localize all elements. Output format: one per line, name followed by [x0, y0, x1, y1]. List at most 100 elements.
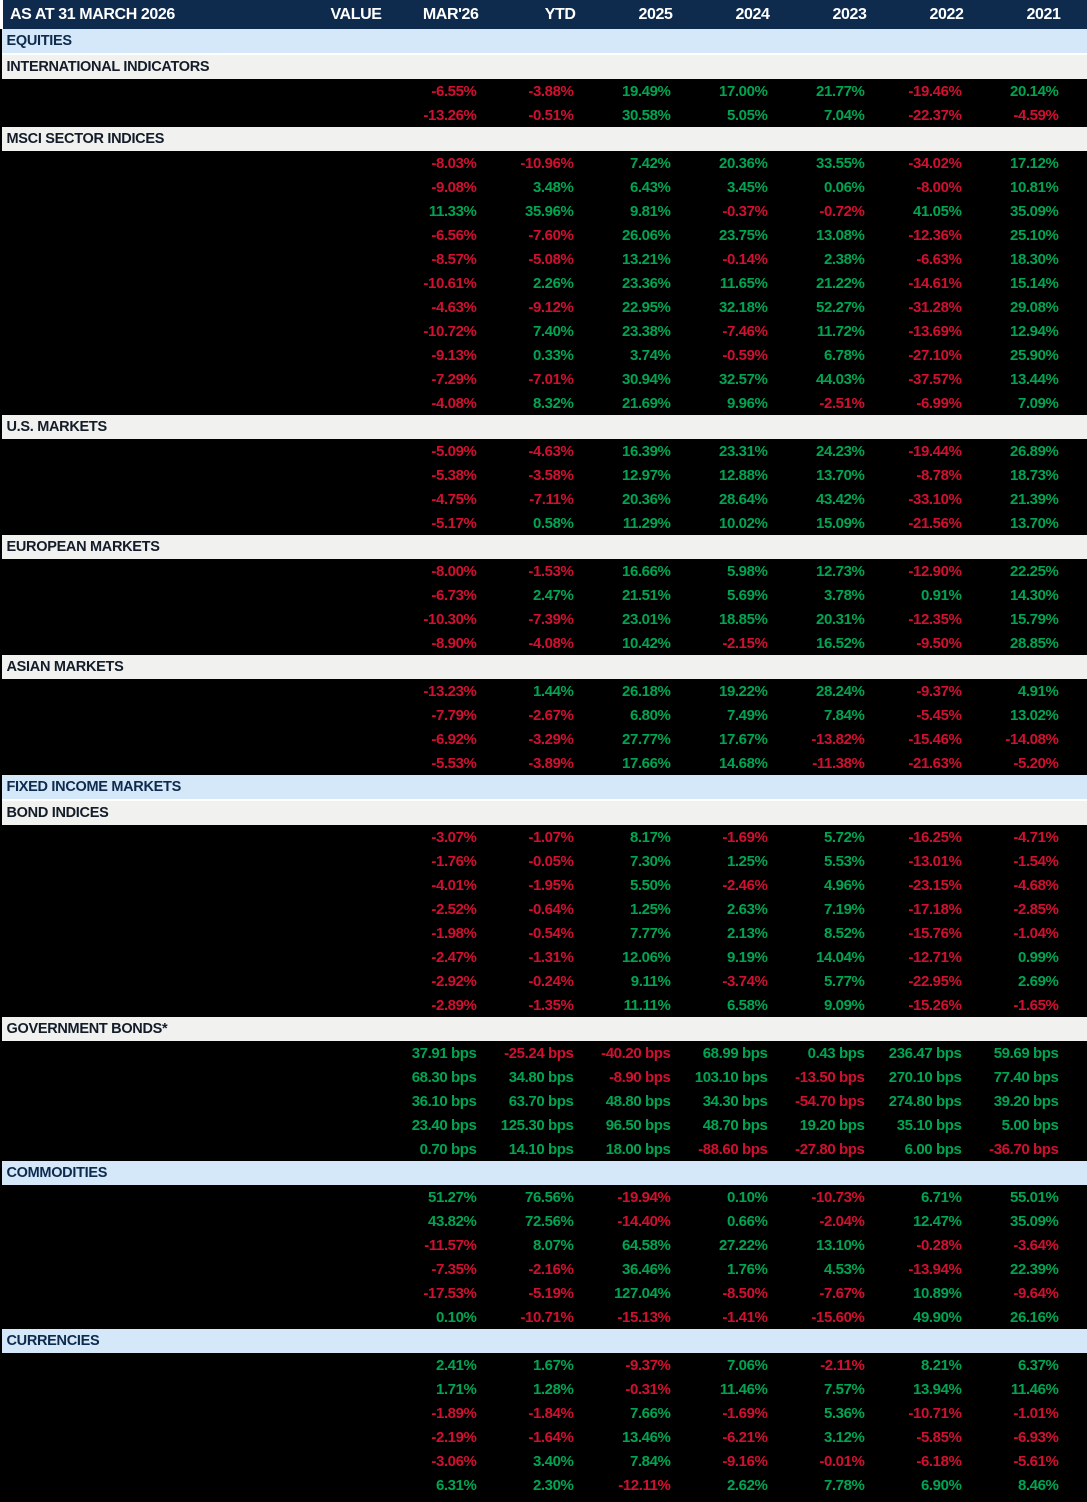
value-cell: 3.74% [583, 343, 681, 367]
value-cell: 64.58% [583, 1233, 681, 1257]
value-cell: 21.77% [777, 79, 875, 103]
value-cell: -37.57% [874, 367, 972, 391]
value-cell: 2.62% [680, 1473, 778, 1497]
row-label-cell-hidden [1, 751, 310, 775]
row-label-cell-hidden [1, 319, 310, 343]
row-label-cell-hidden [1, 1113, 310, 1137]
row-value-cell-hidden [309, 727, 390, 751]
value-cell: -3.64% [971, 1233, 1069, 1257]
value-cell: -2.16% [486, 1257, 584, 1281]
column-header-value: VALUE [309, 0, 390, 29]
value-cell: 11.29% [583, 511, 681, 535]
section-label: INTERNATIONAL INDICATORS [1, 54, 1087, 79]
row-label-cell-hidden [1, 873, 310, 897]
table-row: -2.89% -1.35% 11.11% 6.58% 9.09% -15.26% -1.65… [1, 993, 1087, 1017]
value-cell: -1.64% [486, 1425, 584, 1449]
value-cell: 6.78% [777, 343, 875, 367]
value-cell: 21.69% [583, 391, 681, 415]
row-label-cell-hidden [1, 247, 310, 271]
value-cell: 10.81% [971, 175, 1069, 199]
value-cell: -9.08% [389, 175, 487, 199]
row-label-cell-hidden [1, 151, 310, 175]
value-cell: 6.80% [583, 703, 681, 727]
table-row: -6.73% 2.47% 21.51% 5.69% 3.78% 0.91% 14.30% [1, 583, 1087, 607]
value-cell: 63.70 bps [486, 1089, 584, 1113]
value-cell: 1.44% [486, 679, 584, 703]
value-cell: 8.17% [583, 825, 681, 849]
row-value-cell-hidden [309, 103, 390, 127]
value-cell: 0.99% [971, 945, 1069, 969]
value-cell: 7.84% [777, 703, 875, 727]
table-row: -5.38% -3.58% 12.97% 12.88% 13.70% -8.78% 18.7… [1, 463, 1087, 487]
row-value-cell-hidden [309, 1425, 390, 1449]
value-cell: -1.89% [389, 1401, 487, 1425]
row-filler [1068, 993, 1087, 1017]
row-label-cell-hidden [1, 703, 310, 727]
value-cell: -0.59% [680, 343, 778, 367]
value-cell: 16.66% [583, 559, 681, 583]
value-cell: 68.99 bps [680, 1041, 778, 1065]
value-cell: -21.56% [874, 511, 972, 535]
value-cell: -1.01% [971, 1401, 1069, 1425]
value-cell: -12.90% [874, 559, 972, 583]
row-label-cell-hidden [1, 271, 310, 295]
value-cell: 11.46% [971, 1377, 1069, 1401]
row-label-cell-hidden [1, 295, 310, 319]
value-cell: 13.21% [583, 247, 681, 271]
value-cell: 11.11% [583, 993, 681, 1017]
value-cell: -9.37% [583, 1353, 681, 1377]
value-cell: 0.43 bps [777, 1041, 875, 1065]
value-cell: -4.59% [971, 103, 1069, 127]
value-cell: -8.57% [389, 247, 487, 271]
value-cell: -1.69% [680, 1401, 778, 1425]
value-cell: -7.67% [777, 1281, 875, 1305]
row-value-cell-hidden [309, 223, 390, 247]
row-label-cell-hidden [1, 1401, 310, 1425]
row-label-cell-hidden [1, 439, 310, 463]
value-cell: -2.19% [389, 1425, 487, 1449]
value-cell: -0.01% [777, 1449, 875, 1473]
value-cell: -15.60% [777, 1305, 875, 1329]
value-cell: 43.42% [777, 487, 875, 511]
row-label-cell-hidden [1, 487, 310, 511]
value-cell: 96.50 bps [583, 1113, 681, 1137]
value-cell: 1.25% [680, 849, 778, 873]
value-cell: 36.10 bps [389, 1089, 487, 1113]
value-cell: 14.04% [777, 945, 875, 969]
row-filler [1068, 727, 1087, 751]
value-cell: 24.23% [777, 439, 875, 463]
row-value-cell-hidden [309, 849, 390, 873]
value-cell: 21.22% [777, 271, 875, 295]
value-cell: 36.46% [583, 1257, 681, 1281]
value-cell: 12.94% [971, 319, 1069, 343]
value-cell: -13.50 bps [777, 1065, 875, 1089]
value-cell: 13.70% [971, 511, 1069, 535]
value-cell: -5.61% [971, 1449, 1069, 1473]
value-cell: 35.09% [971, 1209, 1069, 1233]
row-filler [1068, 199, 1087, 223]
row-filler [1068, 223, 1087, 247]
value-cell: -3.74% [680, 969, 778, 993]
value-cell: 270.10 bps [874, 1065, 972, 1089]
row-label-cell-hidden [1, 1425, 310, 1449]
row-filler [1068, 607, 1087, 631]
row-label-cell-hidden [1, 1209, 310, 1233]
value-cell: 7.77% [583, 921, 681, 945]
row-value-cell-hidden [309, 343, 390, 367]
value-cell: -13.26% [389, 103, 487, 127]
table-row: -11.57% 8.07% 64.58% 27.22% 13.10% -0.28% -3.6… [1, 1233, 1087, 1257]
value-cell: -10.30% [389, 607, 487, 631]
value-cell: 13.02% [971, 703, 1069, 727]
value-cell: 23.40 bps [389, 1113, 487, 1137]
value-cell: 13.46% [583, 1425, 681, 1449]
table-row: -7.29% -7.01% 30.94% 32.57% 44.03% -37.57% 13.… [1, 367, 1087, 391]
value-cell: 28.64% [680, 487, 778, 511]
value-cell: 11.72% [777, 319, 875, 343]
row-filler [1068, 1281, 1087, 1305]
value-cell: -15.13% [583, 1305, 681, 1329]
row-value-cell-hidden [309, 151, 390, 175]
value-cell: 34.80 bps [486, 1065, 584, 1089]
value-cell: 26.18% [583, 679, 681, 703]
value-cell: 6.00 bps [874, 1137, 972, 1161]
value-cell: 19.20 bps [777, 1113, 875, 1137]
